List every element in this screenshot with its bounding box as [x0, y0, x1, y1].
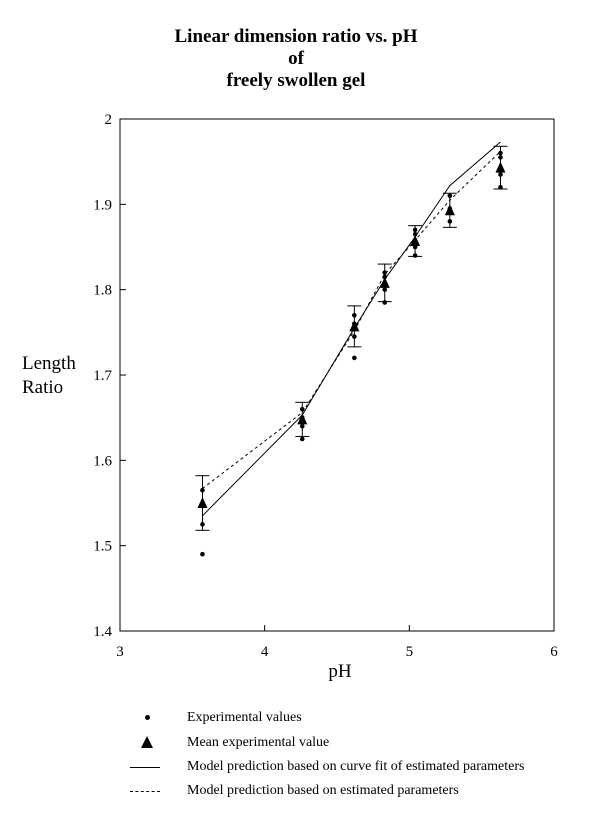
y-axis-label-line-1: Length — [22, 353, 76, 374]
legend-dashed-line-symbol — [130, 781, 185, 801]
legend-label: Model prediction based on curve fit of e… — [187, 759, 525, 774]
legend-label: Model prediction based on estimated para… — [187, 783, 459, 798]
experimental-point — [299, 436, 305, 442]
experimental-point — [200, 522, 205, 527]
x-tick-label: 6 — [550, 644, 558, 660]
mean-value-marker — [349, 320, 360, 332]
mean-value-marker — [410, 235, 421, 247]
experimental-point — [498, 184, 503, 190]
mean-value-marker — [379, 276, 390, 288]
experimental-point — [200, 551, 205, 557]
mean-value-marker — [495, 161, 506, 173]
y-tick-label: 1.8 — [93, 283, 112, 299]
chart-title-line-3: freely swollen gel — [226, 70, 366, 91]
y-tick-label: 1.5 — [93, 539, 112, 555]
experimental-point — [412, 231, 418, 237]
mean-value-marker — [297, 413, 308, 425]
mean-value-marker — [197, 497, 208, 508]
x-tick-label: 5 — [406, 644, 414, 660]
experimental-point — [352, 334, 357, 339]
legend-item-mean: Mean experimental value — [130, 733, 329, 753]
model-estimated-line — [202, 151, 501, 489]
experimental-point — [382, 300, 388, 305]
y-axis-label-line-2: Ratio — [22, 377, 64, 398]
experimental-point — [447, 219, 453, 224]
experimental-point — [382, 287, 388, 292]
legend-item-fit-model: Model prediction based on curve fit of e… — [130, 757, 524, 777]
experimental-point — [498, 155, 503, 160]
experimental-point — [299, 423, 305, 429]
experimental-point — [352, 312, 357, 318]
chart-title-line-2: of — [288, 48, 304, 69]
experimental-point — [299, 406, 305, 412]
legend-item-experimental: Experimental values — [130, 708, 302, 728]
legend-triangle-symbol — [130, 733, 185, 753]
y-tick-label: 1.4 — [93, 624, 112, 640]
experimental-point — [352, 355, 357, 361]
experimental-point — [412, 253, 418, 258]
chart-title-line-1: Linear dimension ratio vs. pH — [174, 26, 418, 47]
legend-dot-symbol — [130, 708, 185, 728]
x-tick-label: 4 — [261, 644, 269, 660]
mean-value-marker — [444, 204, 455, 216]
x-tick-label: 3 — [116, 644, 124, 660]
plot-frame — [119, 118, 555, 632]
legend-solid-line-symbol — [130, 757, 185, 777]
experimental-point — [447, 193, 453, 199]
y-tick-label: 1.7 — [93, 368, 112, 384]
y-tick-label: 1.9 — [93, 197, 112, 213]
legend-label: Experimental values — [187, 710, 302, 725]
experimental-point — [412, 227, 418, 233]
y-tick-label: 2 — [105, 112, 113, 128]
x-axis-label: pH — [328, 661, 352, 682]
legend-item-estimated-model: Model prediction based on estimated para… — [130, 781, 459, 801]
experimental-point — [498, 150, 503, 156]
experimental-point — [200, 487, 205, 493]
legend-label: Mean experimental value — [187, 735, 330, 750]
y-tick-label: 1.6 — [93, 453, 112, 469]
experimental-point — [382, 270, 388, 275]
experimental-point — [498, 172, 503, 177]
